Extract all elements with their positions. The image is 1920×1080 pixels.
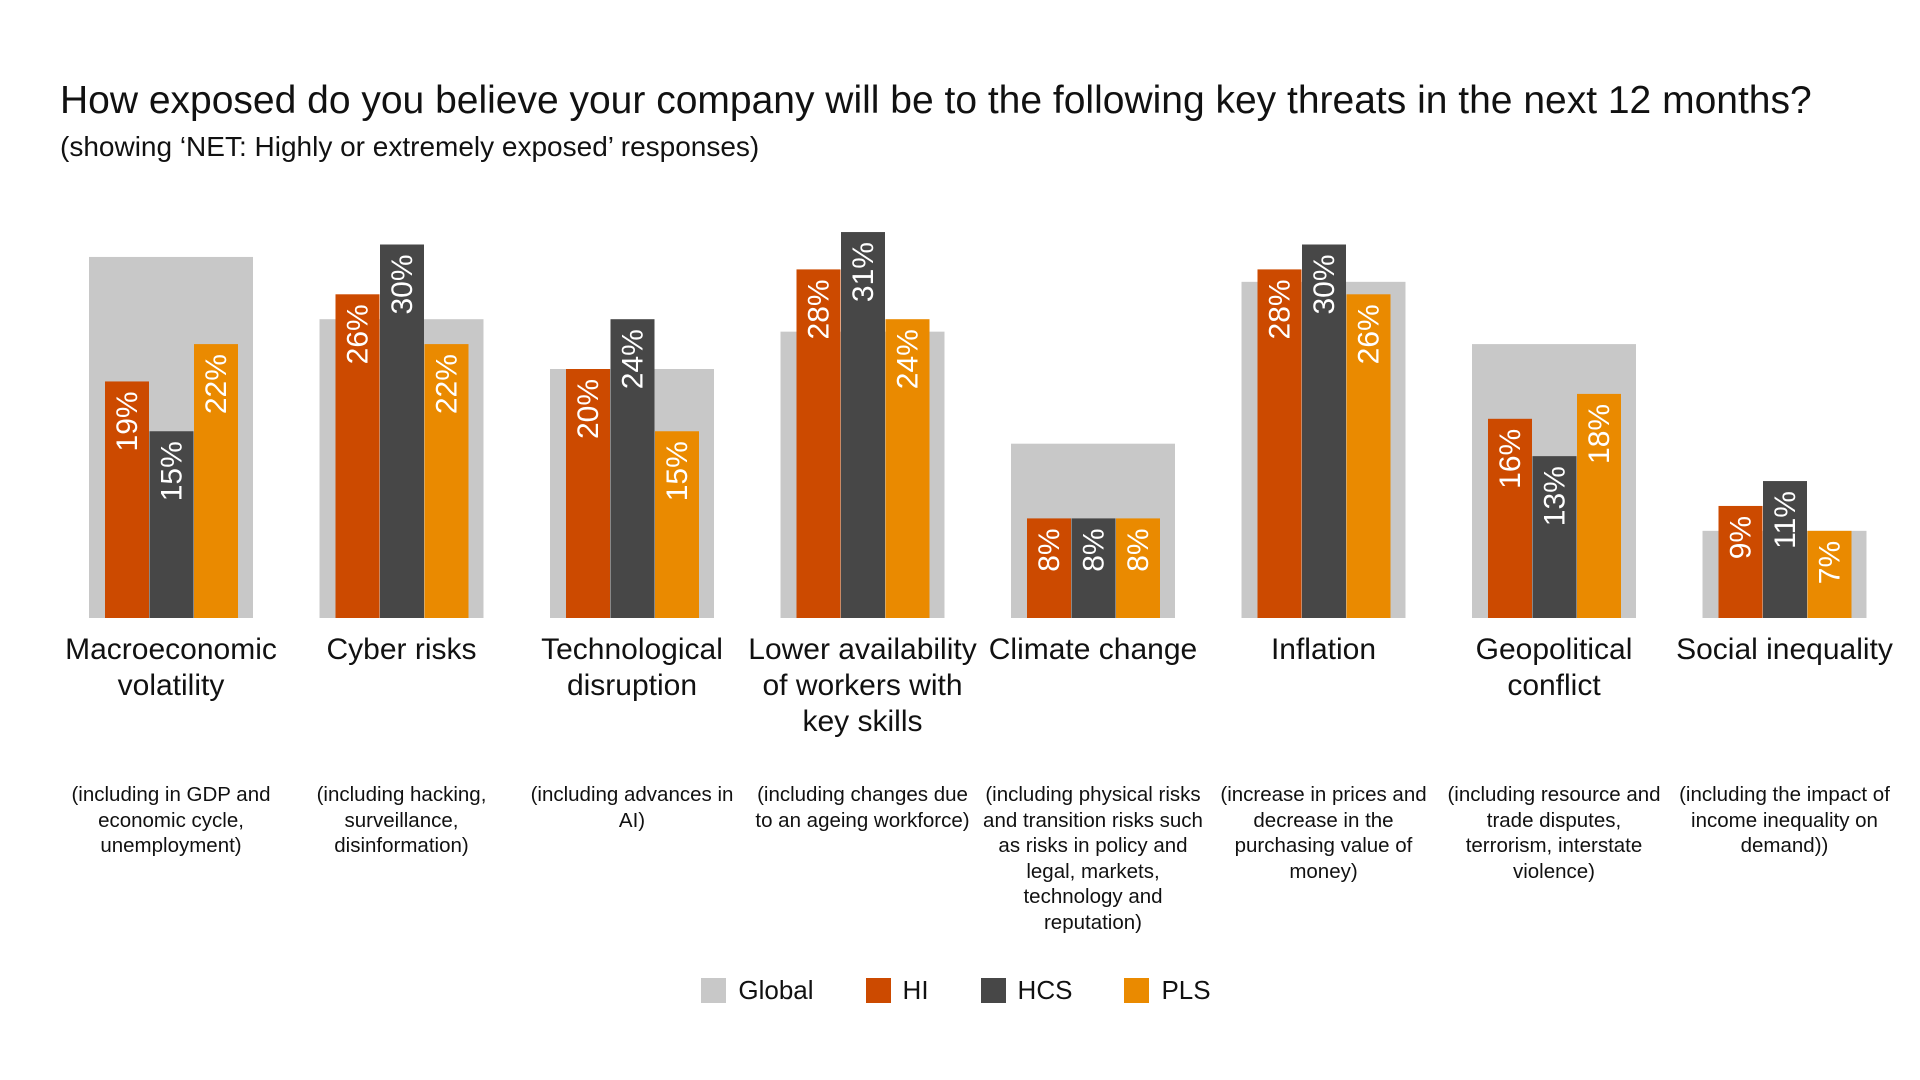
bar-hi-4 [1027,518,1071,618]
legend-swatch-hcs [980,978,1006,1003]
bar-hi-3 [796,269,841,618]
data-label-hi-4: 8% [1033,528,1066,571]
bar-pls-1 [424,344,469,618]
data-label-pls-0: 22% [200,354,233,414]
bar-pls-4 [1116,518,1160,618]
bar-hcs-0 [149,431,194,618]
chart-subtitle: (showing ‘NET: Highly or extremely expos… [60,131,760,162]
data-label-pls-2: 15% [661,441,694,501]
data-label-hcs-1: 30% [386,255,419,315]
bar-pls-6 [1577,393,1621,618]
legend-label-hcs: HCS [1017,975,1073,1005]
category-note-3: (including changes due to an ageing work… [755,783,970,832]
category-label-4: Climate change [988,633,1198,666]
category-note-6: (including resource and trade disputes, … [1447,783,1661,883]
data-label-hi-7: 9% [1725,516,1758,559]
bar-hi-2 [566,369,610,618]
data-label-pls-5: 26% [1353,304,1386,364]
legend-swatch-global [701,978,727,1003]
bar-hcs-2 [610,319,655,618]
data-label-pls-4: 8% [1122,528,1155,571]
chart-title: How exposed do you believe your company … [60,79,1812,122]
data-label-hi-1: 26% [342,304,375,364]
data-label-pls-6: 18% [1583,404,1616,464]
data-label-hi-5: 28% [1264,279,1297,339]
bar-hi-0 [105,381,149,618]
bar-pls-2 [655,431,699,618]
category-note-7: (including the impact of income inequali… [1679,783,1890,857]
data-label-hcs-5: 30% [1308,255,1341,315]
bar-hcs-6 [1532,456,1577,618]
category-note-1: (including hacking, surveillance, disinf… [316,783,487,857]
legend-label-pls: PLS [1161,975,1211,1005]
bar-pls-0 [194,344,238,618]
legend: Global HI HCS PLS [0,975,1920,1006]
legend-swatch-hi [865,978,891,1003]
data-label-hcs-2: 24% [617,329,650,389]
bar-hi-5 [1257,269,1302,618]
category-note-2: (including advances in AI) [530,783,734,832]
data-label-pls-3: 24% [892,329,925,389]
data-label-hcs-0: 15% [156,441,189,501]
category-note-5: (increase in prices and decrease in the … [1220,783,1427,883]
data-label-hi-6: 16% [1494,429,1527,489]
bar-hcs-7 [1763,481,1807,618]
category-label-2: Technological disruption [541,633,723,702]
bar-pls-7 [1807,530,1852,618]
category-label-7: Social inequality [1676,633,1893,666]
legend-item-global: Global [701,975,814,1006]
bar-hi-7 [1718,505,1763,618]
category-label-1: Cyber risks [326,633,477,666]
data-label-hcs-4: 8% [1078,528,1111,571]
category-label-6: Geopolitical conflict [1475,633,1633,702]
legend-item-hcs: HCS [980,975,1073,1006]
bar-hcs-1 [380,244,424,618]
data-label-hcs-3: 31% [847,242,880,302]
bar-pls-3 [885,319,930,618]
bar-hi-6 [1488,418,1532,618]
bar-chart: 19% 15% 22% 26% 30% 22% 20% 24% 15% 28% 31% 24% 8% 8%… [89,232,1867,619]
bar-hcs-5 [1302,244,1346,618]
legend-item-pls: PLS [1124,975,1211,1006]
bar-hcs-4 [1071,518,1116,618]
legend-swatch-pls [1124,978,1150,1003]
data-label-hi-0: 19% [111,391,144,451]
category-label-0: Macroeconomic volatility [65,633,277,702]
bar-hcs-3 [841,232,885,619]
bar-hi-1 [335,294,380,618]
data-label-hcs-6: 13% [1539,466,1572,526]
data-label-pls-1: 22% [431,354,464,414]
category-note-0: (including in GDP and economic cycle, un… [71,783,271,857]
data-label-hcs-7: 11% [1769,491,1802,549]
data-label-pls-7: 7% [1814,541,1847,584]
legend-item-hi: HI [865,975,929,1006]
category-label-3: Lower availability of workers with key s… [748,633,977,738]
category-label-5: Inflation [1270,633,1377,666]
data-label-hi-3: 28% [803,279,836,339]
data-label-hi-2: 20% [572,379,605,439]
bar-pls-5 [1346,294,1391,618]
category-note-4: (including physical risks and transition… [983,783,1203,934]
legend-label-hi: HI [902,975,929,1005]
legend-label-global: Global [738,975,814,1005]
